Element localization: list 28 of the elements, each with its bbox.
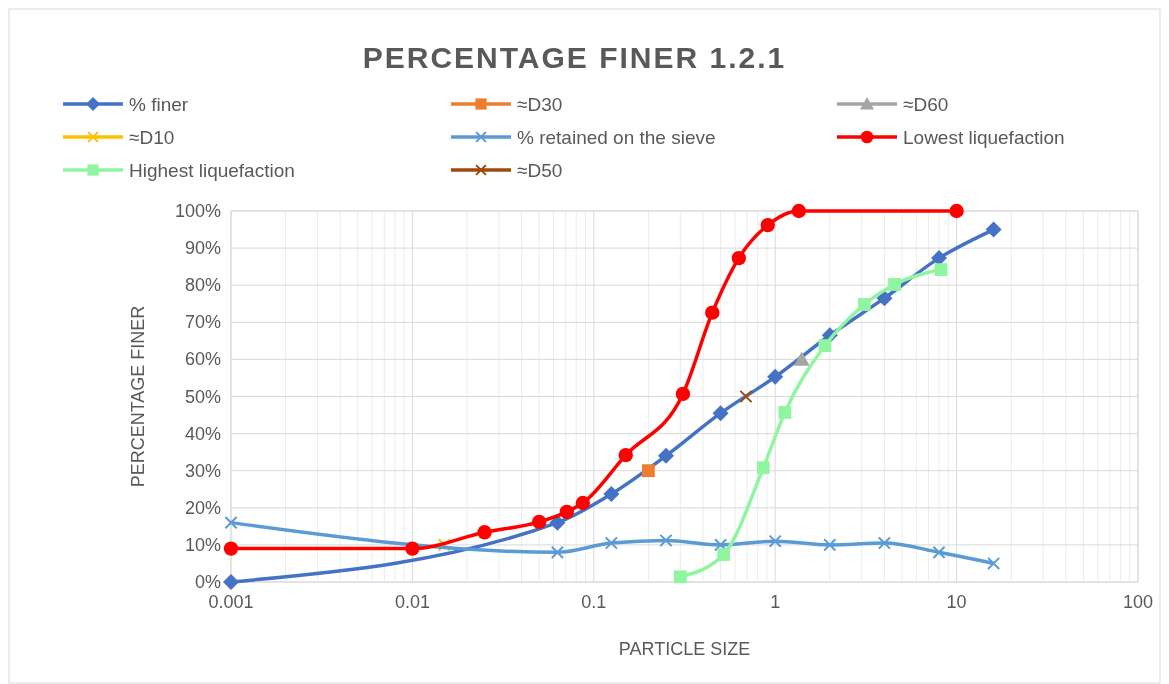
x-tick-label: 0.01 — [394, 592, 430, 612]
y-tick-label: 50% — [184, 386, 221, 407]
y-tick-label: 100% — [174, 201, 221, 221]
y-tick-label: 60% — [184, 349, 221, 370]
x-tick-label: 100 — [1122, 592, 1154, 612]
x-tick-label: 1 — [770, 592, 781, 612]
legend-label: Lowest liquefaction — [903, 127, 1065, 148]
y-tick-label: 80% — [184, 275, 221, 296]
x-tick-label: 0.001 — [208, 592, 254, 612]
y-tick-label: 30% — [184, 460, 221, 481]
legend-label: % finer — [129, 94, 189, 115]
legend-label: ≈D60 — [903, 94, 949, 115]
y-tick-label: 0% — [194, 572, 221, 592]
legend-label: Highest liquefaction — [129, 160, 295, 181]
x-axis-title: PARTICLE SIZE — [618, 639, 751, 659]
y-axis-title: PERCENTAGE FINER — [128, 305, 148, 488]
y-tick-label: 10% — [184, 534, 221, 555]
legend-label: ≈D30 — [517, 94, 563, 115]
legend-label: ≈D50 — [517, 160, 563, 181]
y-tick-label: 20% — [184, 497, 221, 518]
y-tick-label: 90% — [184, 238, 221, 259]
legend-label: ≈D10 — [129, 127, 175, 148]
y-tick-label: 70% — [184, 312, 221, 333]
x-tick-label: 10 — [946, 592, 967, 612]
y-tick-label: 40% — [184, 423, 221, 444]
chart-title: PERCENTAGE FINER 1.2.1 — [362, 41, 787, 74]
x-tick-label: 0.1 — [581, 592, 607, 612]
legend-label: % retained on the sieve — [517, 127, 716, 148]
